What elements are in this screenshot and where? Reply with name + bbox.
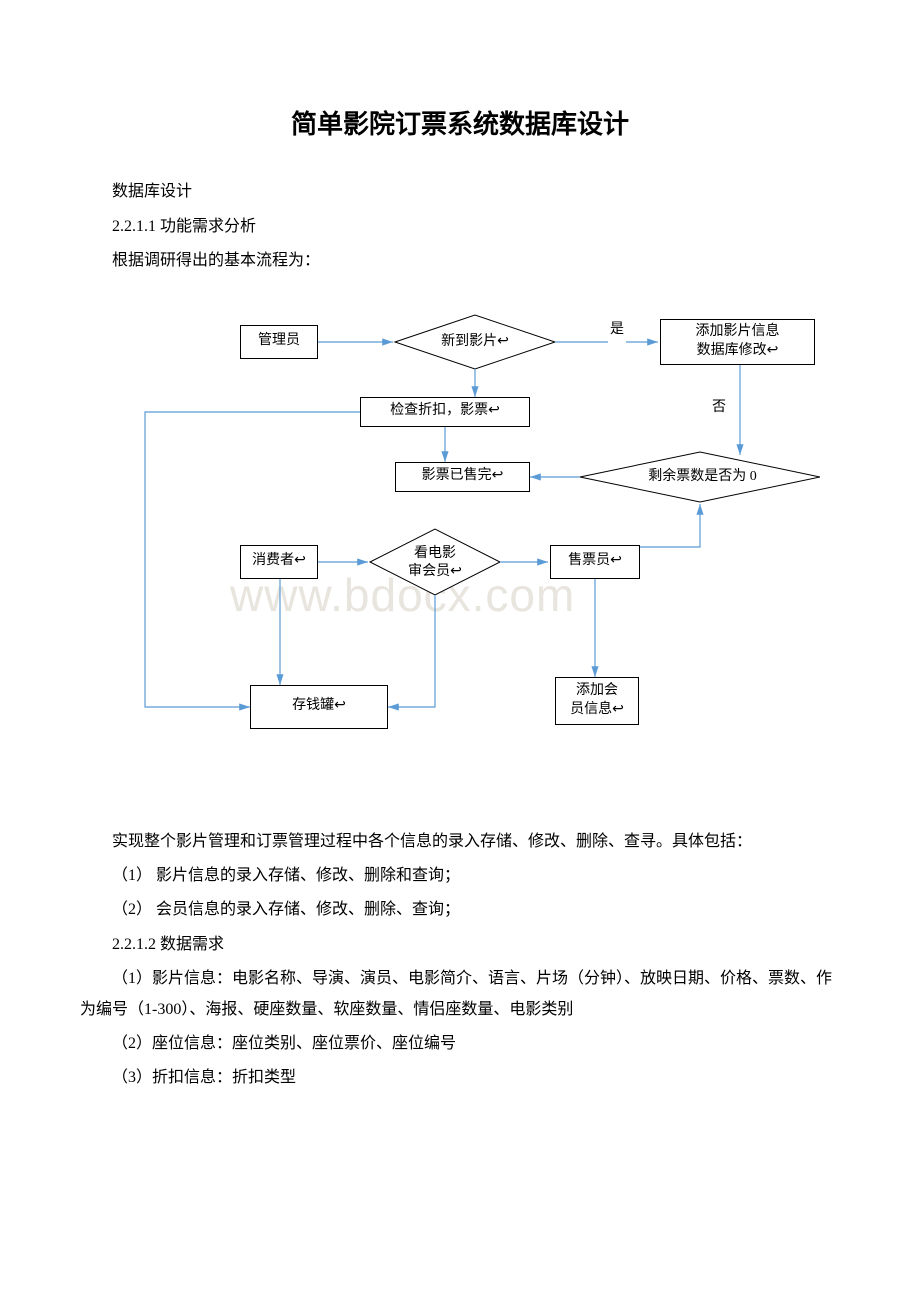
intro-line-2: 2.2.1.1 功能需求分析 — [80, 212, 840, 242]
body-p3: （2） 会员信息的录入存储、修改、删除、查询； — [80, 895, 840, 925]
intro-line-3: 根据调研得出的基本流程为： — [80, 246, 840, 276]
body-p1: 实现整个影片管理和订票管理过程中各个信息的录入存储、修改、删除、查寻。具体包括： — [80, 827, 840, 857]
node-remaining-zero: 剩余票数是否为 0 — [625, 468, 780, 486]
node-sold-out: 影票已售完↩ — [395, 462, 530, 492]
node-new-film: 新到影片↩ — [435, 333, 515, 351]
body-p6: （2）座位信息：座位类别、座位票价、座位编号 — [80, 1029, 840, 1059]
node-add-film: 添加影片信息 数据库修改↩ — [660, 319, 815, 365]
node-consumer: 消费者↩ — [240, 545, 318, 579]
intro-line-1: 数据库设计 — [80, 177, 840, 207]
node-admin: 管理员 — [240, 325, 318, 359]
node-seller: 售票员↩ — [550, 545, 640, 579]
node-piggy: 存钱罐↩ — [250, 685, 388, 729]
page-title: 简单影院订票系统数据库设计 — [80, 100, 840, 149]
body-p7: （3）折扣信息：折扣类型 — [80, 1063, 840, 1093]
body-p5: （1）影片信息：电影名称、导演、演员、电影简介、语言、片场（分钟）、放映日期、价… — [80, 964, 840, 1025]
node-add-member: 添加会 员信息↩ — [555, 677, 639, 725]
body-p4: 2.2.1.2 数据需求 — [80, 930, 840, 960]
body-p2: （1） 影片信息的录入存储、修改、删除和查询； — [80, 861, 840, 891]
node-watch-member: 看电影 审会员↩ — [400, 545, 470, 581]
flowchart: www.bdocx.com — [100, 307, 820, 787]
label-no: 否 — [710, 395, 728, 422]
node-check-discount: 检查折扣，影票↩ — [360, 397, 530, 427]
label-yes: 是 — [608, 317, 626, 344]
